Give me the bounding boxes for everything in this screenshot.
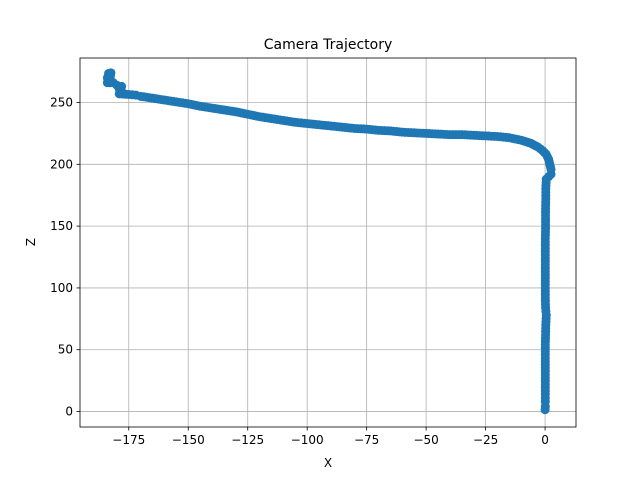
grid-layer <box>80 58 576 427</box>
x-tick-label: −25 <box>473 433 498 447</box>
y-tick-label: 200 <box>50 157 73 171</box>
plot-frame <box>79 57 577 428</box>
points-layer <box>102 68 556 415</box>
x-axis-label: X <box>324 456 332 470</box>
x-tick-label: −100 <box>291 433 324 447</box>
plot-area <box>80 58 576 427</box>
y-axis-label: Z <box>24 238 38 246</box>
y-tick-label: 150 <box>50 219 73 233</box>
ticks-layer: −175 −150 −125 −100 −75 −50 −25 0 0 50 100 150 200 25… <box>50 96 549 447</box>
y-tick-label: 0 <box>65 405 73 419</box>
x-tick-label: 0 <box>541 433 549 447</box>
y-tick-label: 100 <box>50 281 73 295</box>
x-tick-label: −150 <box>172 433 205 447</box>
y-tick-label: 50 <box>58 343 73 357</box>
chart-title: Camera Trajectory <box>264 37 393 53</box>
data-point <box>540 405 550 415</box>
x-tick-label: −175 <box>112 433 145 447</box>
x-tick-label: −125 <box>231 433 264 447</box>
y-tick-label: 250 <box>50 96 73 110</box>
x-tick-label: −50 <box>413 433 438 447</box>
x-tick-label: −75 <box>354 433 379 447</box>
